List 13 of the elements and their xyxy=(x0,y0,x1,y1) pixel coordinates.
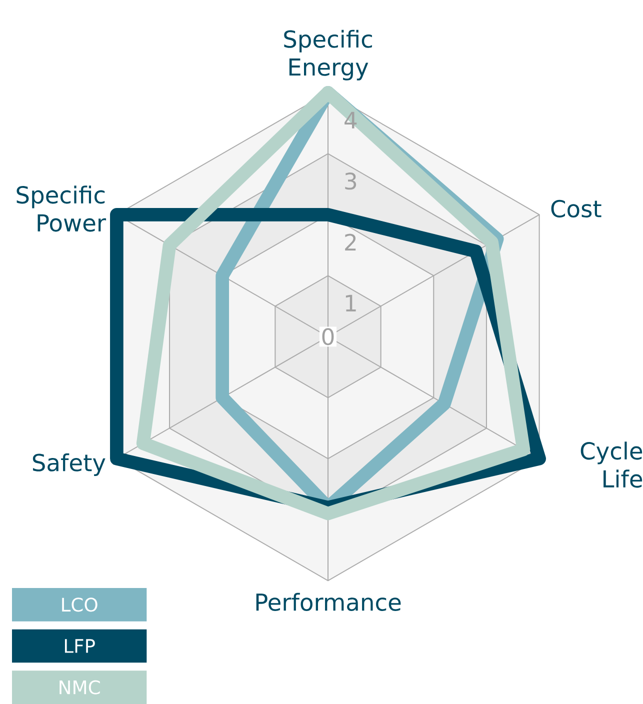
spoke-label: Specific Energy xyxy=(284,30,372,80)
y-tick-label: 0 xyxy=(322,328,334,346)
spoke-label: Cycle Life xyxy=(580,442,642,488)
y-tick-label: 1 xyxy=(346,294,356,312)
spoke-label: Safety xyxy=(32,453,106,476)
spoke-label: Performance xyxy=(256,592,401,611)
y-tick-label: 3 xyxy=(345,172,356,190)
text: LCO xyxy=(62,598,98,612)
text: NMC xyxy=(59,680,100,694)
spoke-label: Specific Power xyxy=(16,186,106,232)
spoke-label: Cost xyxy=(551,200,602,218)
y-tick-label: 2 xyxy=(344,234,356,251)
text: LFP xyxy=(64,639,95,653)
